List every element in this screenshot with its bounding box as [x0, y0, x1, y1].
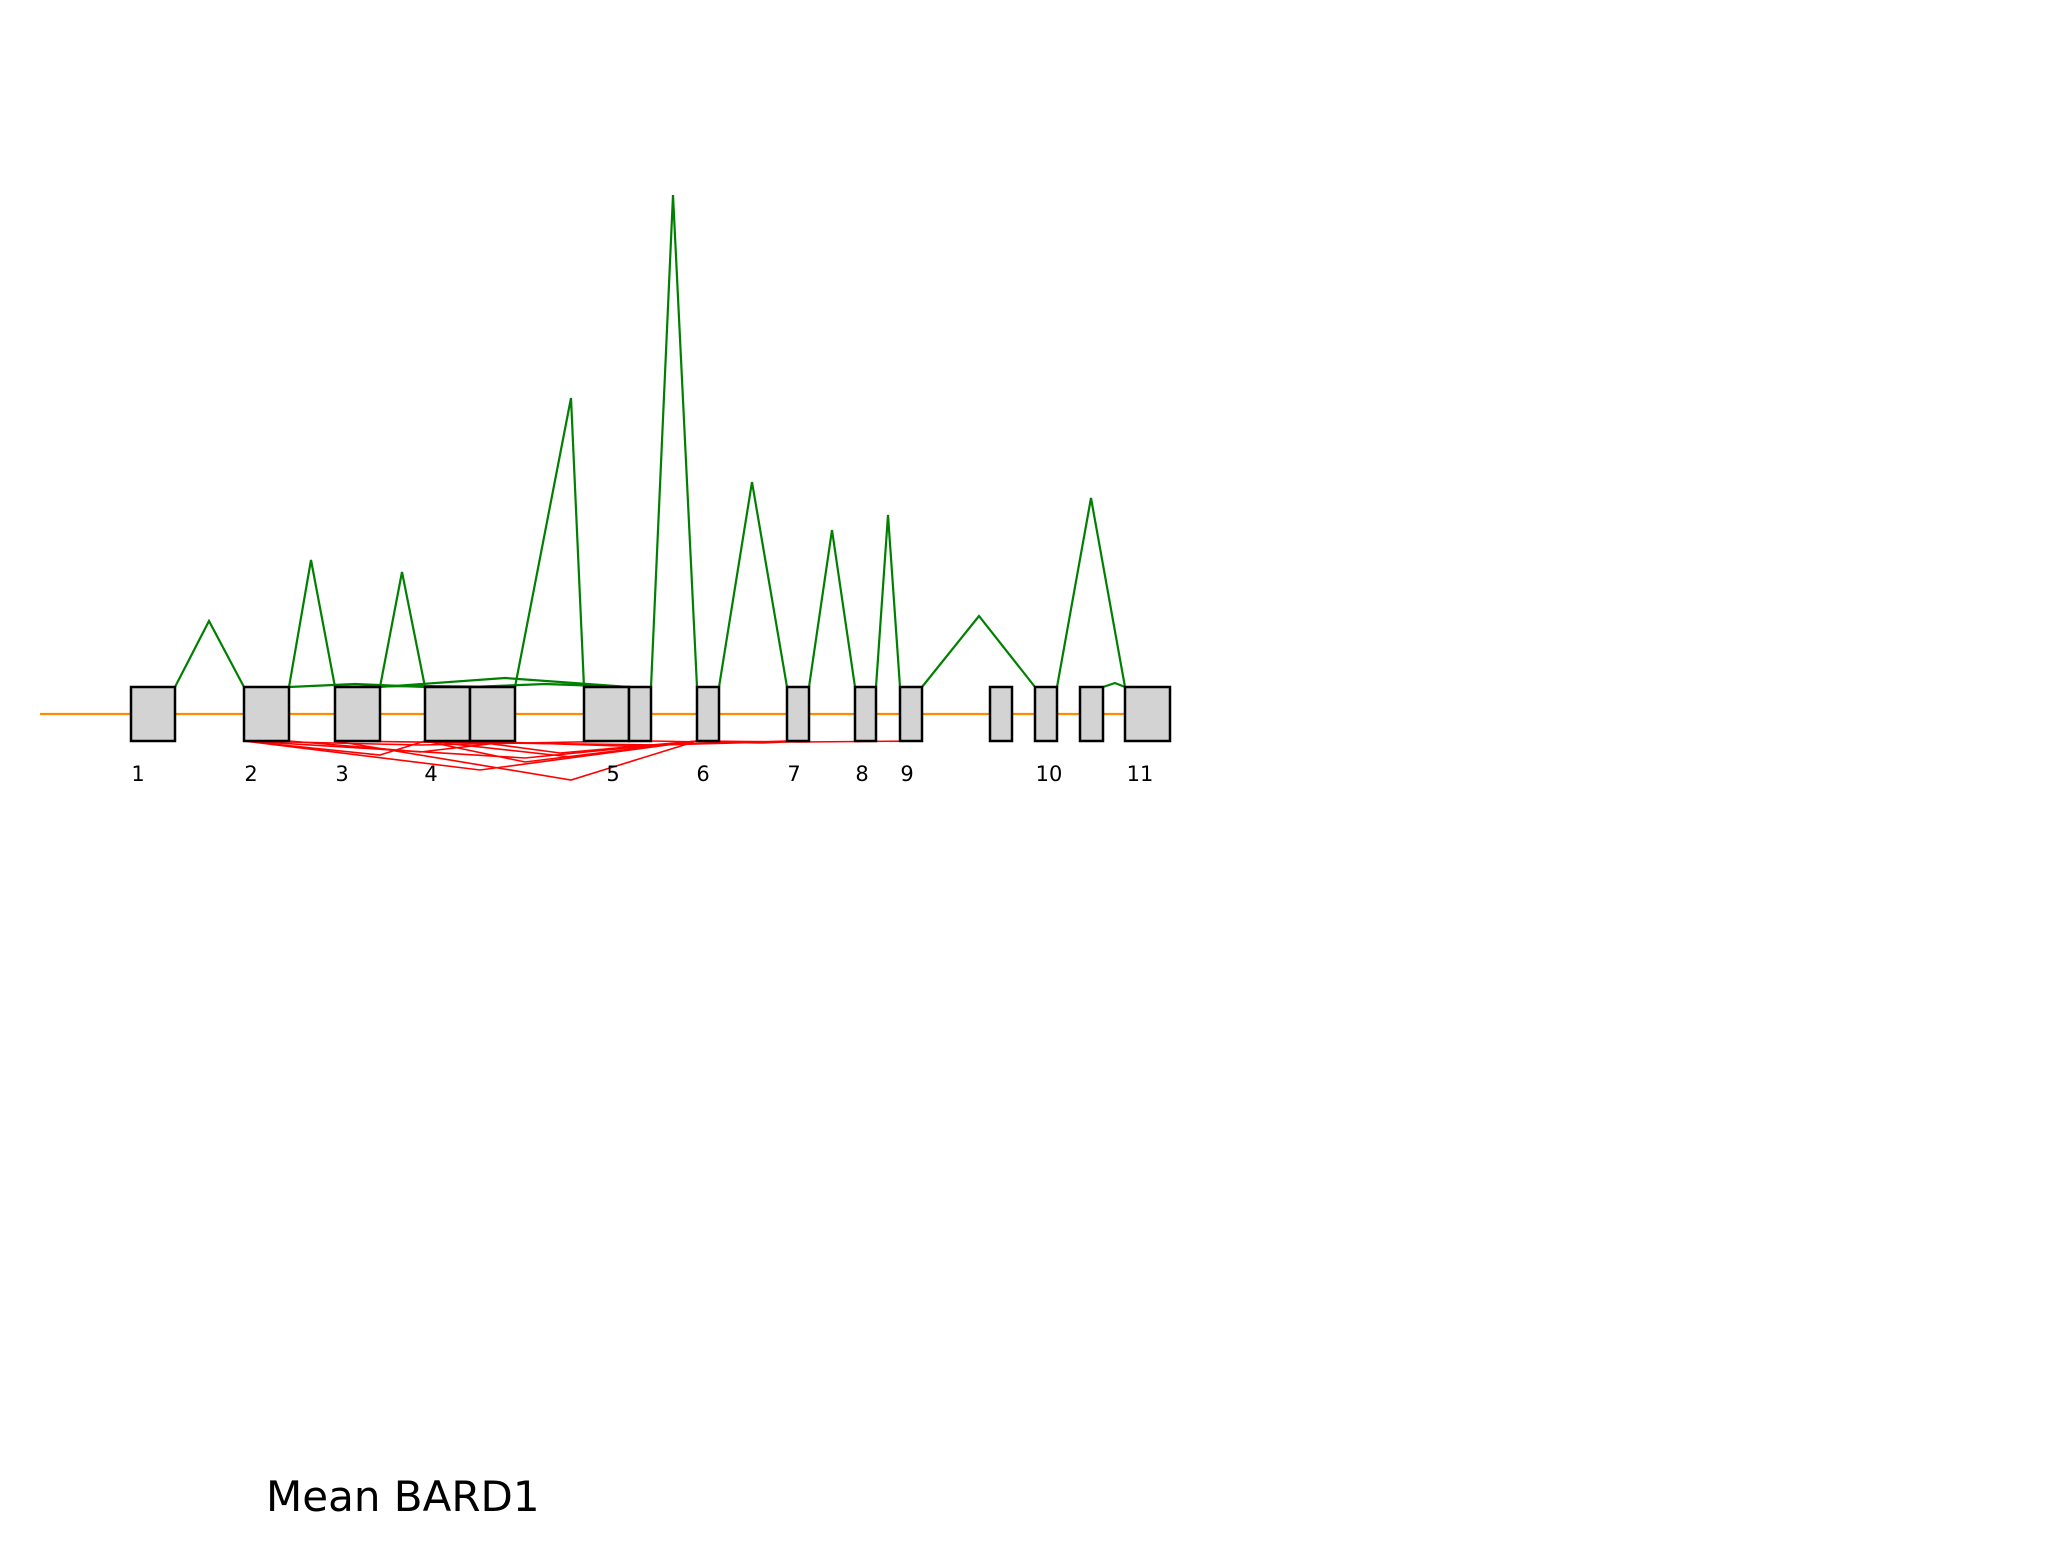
- exon-label-7: 7: [787, 762, 800, 786]
- exon-box: [582, 685, 631, 743]
- junction-arc-upper: [1055, 497, 1127, 688]
- junction-arc-lower: [243, 740, 630, 746]
- exon-label-4: 4: [424, 762, 437, 786]
- junction-arc-upper: [379, 676, 630, 689]
- junction-arc-upper: [649, 194, 699, 688]
- exon-label-9: 9: [900, 762, 913, 786]
- exon-label-10: 10: [1036, 762, 1063, 786]
- exon-box: [333, 685, 382, 743]
- exon-label-8: 8: [855, 762, 868, 786]
- junction-arc-upper: [513, 397, 586, 688]
- junction-arc-upper: [378, 571, 427, 688]
- junction-arc-upper: [287, 559, 337, 688]
- exon-box: [898, 685, 924, 743]
- exon-box: [627, 685, 653, 743]
- exon-label-5: 5: [606, 762, 619, 786]
- exon-label-3: 3: [335, 762, 348, 786]
- exon-box: [785, 685, 811, 743]
- junction-arc-upper: [174, 618, 245, 688]
- exon-label-6: 6: [696, 762, 709, 786]
- exon-box: [695, 685, 721, 743]
- exon-box: [468, 685, 517, 743]
- exon-box: [242, 685, 291, 743]
- junction-arc-lower: [424, 740, 698, 763]
- exon-label-1: 1: [131, 762, 144, 786]
- exon-box: [129, 685, 177, 743]
- diagram-caption: Mean BARD1: [266, 1472, 540, 1521]
- junction-arc-upper: [1102, 681, 1126, 689]
- exon-label-11: 11: [1127, 762, 1154, 786]
- junction-arc-upper: [807, 529, 857, 688]
- junction-arc-upper: [717, 481, 789, 688]
- junction-arc-upper: [874, 514, 902, 688]
- junction-arc-lower: [243, 740, 426, 756]
- upper-junction-arcs: [174, 194, 1127, 689]
- junction-arc-upper: [921, 614, 1036, 688]
- exon-box: [1123, 685, 1172, 743]
- exon-box: [1078, 685, 1105, 743]
- exon-label-2: 2: [244, 762, 257, 786]
- exon-box: [853, 685, 878, 743]
- exon-box: [988, 685, 1014, 743]
- exon-boxes: [129, 685, 1172, 743]
- junction-arc-lower: [288, 740, 516, 753]
- junction-arc-lower: [334, 740, 698, 781]
- exon-box: [423, 685, 472, 743]
- exon-box: [1033, 685, 1059, 743]
